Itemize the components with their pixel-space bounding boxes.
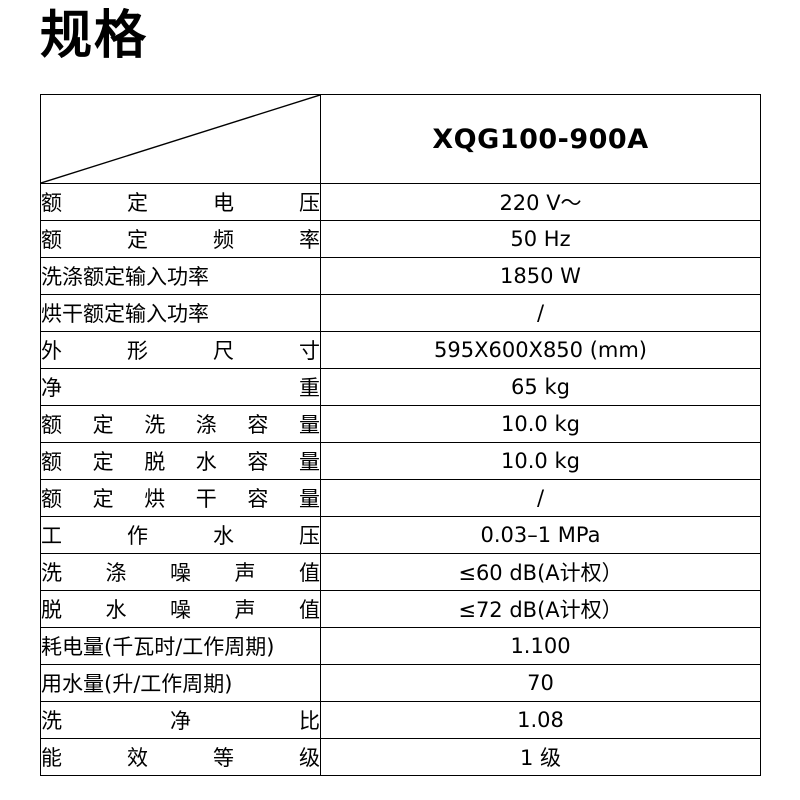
row-label: 工作水压 [40, 516, 321, 554]
row-label-text: 用水量(升/工作周期) [41, 672, 233, 696]
row-label-text: 工作水压 [41, 524, 320, 548]
row-label: 能效等级 [40, 738, 321, 776]
row-value: 10.0 kg [320, 405, 761, 443]
row-label-text: 耗电量(千瓦时/工作周期) [41, 635, 275, 659]
table-row: 脱水噪声值 ≤72 dB(A计权） [40, 590, 761, 628]
row-label-text: 烘干额定输入功率 [41, 302, 209, 326]
table-row: 洗净比 1.08 [40, 701, 761, 739]
row-value: 1.08 [320, 701, 761, 739]
table-row: 额定频率 50 Hz [40, 220, 761, 258]
row-value: 1850 W [320, 257, 761, 295]
row-label-text: 额定烘干容量 [41, 487, 320, 511]
row-value: 10.0 kg [320, 442, 761, 480]
table-row: 额定洗涤容量 10.0 kg [40, 405, 761, 443]
row-value: ≤60 dB(A计权） [320, 553, 761, 591]
row-value: 1.100 [320, 627, 761, 665]
row-value: 50 Hz [320, 220, 761, 258]
row-label: 耗电量(千瓦时/工作周期) [40, 627, 321, 665]
row-value: 220 V～ [320, 183, 761, 221]
row-label: 净重 [40, 368, 321, 406]
table-row: 额定电压 220 V～ [40, 183, 761, 221]
row-label-text: 能效等级 [41, 746, 320, 770]
row-label: 额定电压 [40, 183, 321, 221]
table-row: 洗涤噪声值 ≤60 dB(A计权） [40, 553, 761, 591]
row-label: 洗涤噪声值 [40, 553, 321, 591]
table-header-row: XQG100-900A [40, 94, 761, 184]
row-label-text: 净重 [41, 376, 320, 400]
row-value: ≤72 dB(A计权） [320, 590, 761, 628]
row-label: 额定洗涤容量 [40, 405, 321, 443]
row-value: 595X600X850 (mm) [320, 331, 761, 369]
row-value: 70 [320, 664, 761, 702]
row-label-text: 额定洗涤容量 [41, 413, 320, 437]
row-label-text: 外形尺寸 [41, 339, 320, 363]
table-row: 工作水压 0.03–1 MPa [40, 516, 761, 554]
row-label-text: 额定脱水容量 [41, 450, 320, 474]
row-label: 烘干额定输入功率 [40, 294, 321, 332]
table-row: 外形尺寸 595X600X850 (mm) [40, 331, 761, 369]
row-value: / [320, 479, 761, 517]
diagonal-slash-icon [41, 95, 320, 183]
spec-table-body: XQG100-900A 额定电压 220 V～额定频率 50 Hz 洗涤额定输入功率 1… [40, 94, 761, 776]
row-value: 1 级 [320, 738, 761, 776]
row-label-text: 洗涤额定输入功率 [41, 265, 209, 289]
table-row: 额定烘干容量 / [40, 479, 761, 517]
table-row: 烘干额定输入功率 / [40, 294, 761, 332]
row-label-text: 洗涤噪声值 [41, 561, 320, 585]
specification-table: XQG100-900A 额定电压 220 V～额定频率 50 Hz 洗涤额定输入功率 1… [40, 94, 761, 776]
table-row: 额定脱水容量 10.0 kg [40, 442, 761, 480]
row-label: 洗涤额定输入功率 [40, 257, 321, 295]
row-label: 额定烘干容量 [40, 479, 321, 517]
table-row: 耗电量(千瓦时/工作周期) 1.100 [40, 627, 761, 665]
page-title: 规格 [40, 6, 149, 66]
row-value: / [320, 294, 761, 332]
row-label-text: 洗净比 [41, 709, 320, 733]
table-row: 净重 65 kg [40, 368, 761, 406]
row-label: 洗净比 [40, 701, 321, 739]
row-label-text: 脱水噪声值 [41, 598, 320, 622]
row-label: 用水量(升/工作周期) [40, 664, 321, 702]
row-value: 0.03–1 MPa [320, 516, 761, 554]
row-label-text: 额定频率 [41, 228, 320, 252]
row-label: 额定脱水容量 [40, 442, 321, 480]
row-label: 脱水噪声值 [40, 590, 321, 628]
diagonal-header-cell [40, 94, 321, 184]
row-value: 65 kg [320, 368, 761, 406]
row-label: 额定频率 [40, 220, 321, 258]
row-label-text: 额定电压 [41, 191, 320, 215]
table-row: 洗涤额定输入功率 1850 W [40, 257, 761, 295]
table-row: 用水量(升/工作周期) 70 [40, 664, 761, 702]
row-label: 外形尺寸 [40, 331, 321, 369]
model-name: XQG100-900A [320, 94, 761, 184]
